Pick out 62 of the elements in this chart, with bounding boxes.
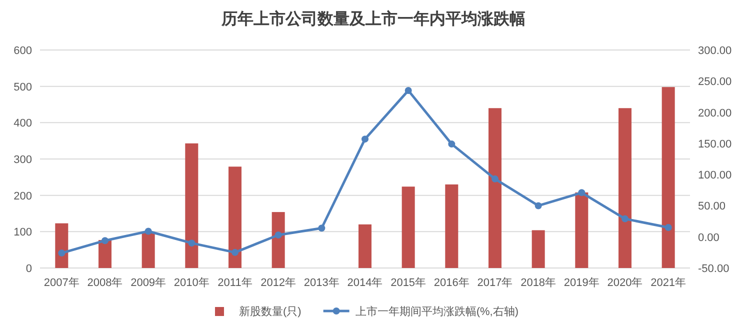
chart-title: 历年上市公司数量及上市一年内平均涨跌幅 [220,10,526,28]
bar [445,184,458,268]
point [664,224,672,232]
y2-tick-label: 150.00 [698,138,732,150]
point [102,237,108,244]
y-tick-label: 200 [14,190,32,202]
y2-tick-label: -50.00 [698,263,730,275]
point [144,228,152,235]
point [188,240,196,247]
x-tick-label: 2013年 [304,277,340,289]
point [318,224,326,232]
y-tick-label: 400 [14,118,32,130]
point [404,86,412,94]
bar [228,166,242,268]
x-tick-label: 2012年 [260,277,296,289]
x-tick-label: 2019年 [564,277,600,289]
y-tick-label: 300 [14,154,32,166]
y2-tick-label: 0.00 [698,232,720,244]
y-tick-label: 100 [14,226,32,239]
y2-tick-label: 250.00 [698,76,732,88]
bar [402,186,415,268]
legend-label: 上市一年期间平均涨跌幅(%,右轴) [355,305,518,318]
x-tick-label: 2008年 [87,277,123,289]
point [58,250,66,257]
legend-label: 新股数量(只) [239,305,302,318]
x-tick-label: 2020年 [607,277,643,289]
bar [662,87,675,268]
x-tick-label: 2007年 [44,277,80,289]
bar [185,143,198,268]
bar [618,108,632,268]
y2-tick-label: 200.00 [698,107,732,120]
x-tick-label: 2017年 [477,277,513,289]
y-tick-label: 600 [14,45,32,57]
point [534,202,542,210]
point [578,189,586,196]
y-tick-label: 500 [14,81,32,94]
bar [358,224,372,268]
point [448,140,456,148]
bar [98,240,112,268]
y2-tick-label: 300.00 [698,45,732,57]
point [362,136,368,143]
bar [142,232,155,268]
x-tick-label: 2018年 [520,277,556,289]
point [274,231,282,238]
x-tick-label: 2015年 [390,277,426,289]
bar [272,212,285,268]
x-tick-label: 2016年 [434,277,470,289]
y2-tick-label: 100.00 [698,170,732,182]
point [232,248,238,256]
bar [532,230,545,268]
point [492,175,498,182]
bar [488,108,502,268]
point [622,215,628,222]
bar [55,223,68,268]
x-tick-label: 2021年 [650,277,686,289]
x-tick-label: 2009年 [130,277,166,289]
x-tick-label: 2011年 [218,277,252,289]
bar [575,192,588,268]
x-tick-label: 2010年 [174,277,210,289]
y2-tick-label: 50.00 [698,200,726,213]
y-tick-label: 0 [26,263,32,275]
x-tick-label: 2014年 [347,277,383,289]
